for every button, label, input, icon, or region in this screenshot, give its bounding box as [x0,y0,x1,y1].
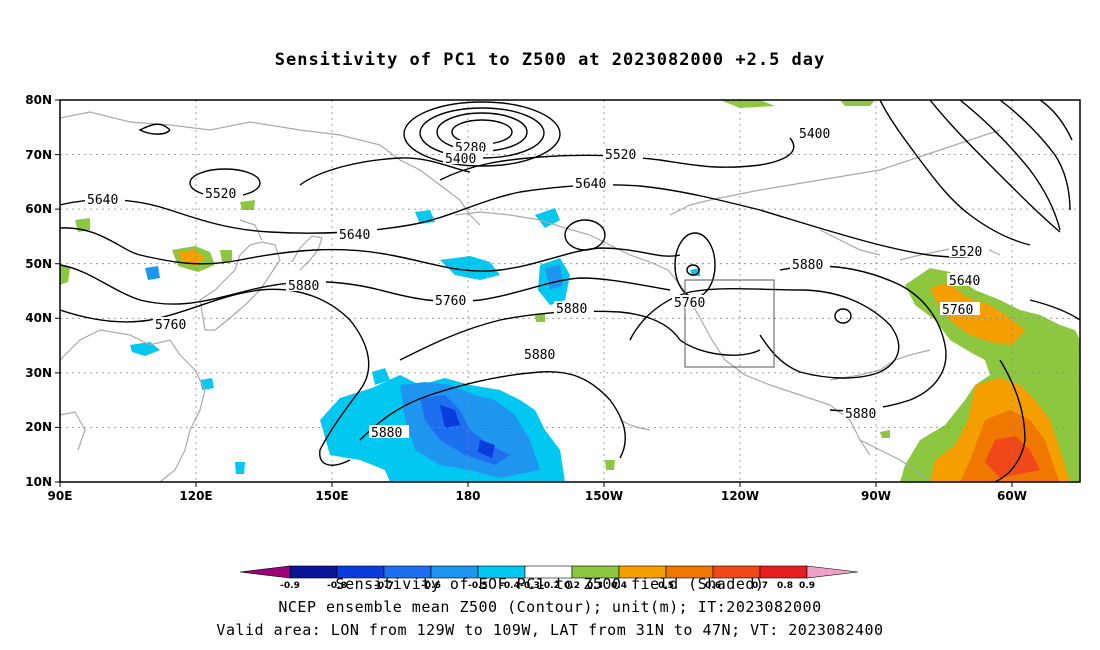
contour-label: 5400 [445,152,476,167]
map-frame [59,99,1081,483]
contour-labels: 5280 5400 5400 5520 5520 5520 5640 5640 … [85,126,989,441]
colorbar-label: 0.6 [705,581,721,591]
contour-label: 5880 [556,302,587,317]
contour-label: 5880 [288,279,319,294]
caption-shaded: Sensitivity of EOF PC1 to Z500 field (Sh… [335,575,765,593]
contour-label: 5520 [605,148,636,163]
colorbar-label: -0.4 [500,581,520,591]
contour-label: 5880 [524,348,555,363]
lat-tick-label: 50N [25,257,52,271]
valid-area-box [684,279,775,368]
contour-label: 5760 [674,296,705,311]
contour-label: 5760 [435,294,466,309]
colorbar-label: -0.8 [327,581,347,591]
contour-label: 5400 [799,127,830,142]
contour-label: 5640 [949,274,980,289]
colorbar-label: 0.9 [799,581,815,591]
chart-title: Sensitivity of PC1 to Z500 at 2023082000… [274,50,826,70]
contour-label: 5880 [371,426,402,441]
lon-tick-label: 150E [315,489,348,503]
lat-tick-label: 80N [25,93,52,107]
lon-axis: 90E 120E 150E 180 150W 120W 90W 60W [48,482,1027,503]
lat-tick-label: 10N [25,475,52,489]
colorbar-label: -0.2 [540,581,560,591]
lon-tick-label: 120E [179,489,212,503]
lon-tick-label: 150W [585,489,623,503]
contour-label: 5640 [575,177,606,192]
colorbar-label: 0.5 [658,581,674,591]
colorbar-label: 0.8 [777,581,793,591]
lon-tick-label: 60W [997,489,1027,503]
lon-tick-label: 180 [455,489,480,503]
colorbar-label: -0.7 [374,581,394,591]
contour-label: 5640 [339,228,370,243]
contour-label: 5640 [87,193,118,208]
colorbar: -0.9 -0.8 -0.7 -0.6 -0.5 -0.4 -0.3 -0.2 … [239,565,859,591]
colorbar-label: 0.7 [752,581,768,591]
lat-tick-label: 60N [25,202,52,216]
caption-valid-area: Valid area: LON from 129W to 109W, LAT f… [216,621,884,639]
colorbar-label: -0.5 [468,581,488,591]
z500-contours [60,100,1080,482]
lat-tick-label: 70N [25,148,52,162]
lat-axis: 80N 70N 60N 50N 40N 30N 20N 10N [25,93,60,489]
contour-label: 5520 [951,245,982,260]
contour-label: 5760 [155,318,186,333]
colorbar-label: 0.4 [611,581,627,591]
lon-tick-label: 90E [48,489,73,503]
colorbar-label: -0.6 [421,581,441,591]
colorbar-label: -0.9 [280,581,300,591]
lon-tick-label: 90W [861,489,891,503]
contour-label: 5880 [845,407,876,422]
caption-contour: NCEP ensemble mean Z500 (Contour); unit(… [278,598,822,616]
colorbar-label: -0.3 [520,581,540,591]
contour-label: 5520 [205,187,236,202]
contour-label: 5880 [792,258,823,273]
colorbar-label: 0.3 [587,581,603,591]
shade-red-south [985,436,1040,478]
lat-tick-label: 30N [25,366,52,380]
lon-tick-label: 120W [721,489,759,503]
lat-tick-label: 20N [25,420,52,434]
colorbar-label: 0.2 [564,581,580,591]
lat-tick-label: 40N [25,311,52,325]
contour-label: 5760 [942,303,973,318]
sensitivity-shading [60,100,1080,482]
